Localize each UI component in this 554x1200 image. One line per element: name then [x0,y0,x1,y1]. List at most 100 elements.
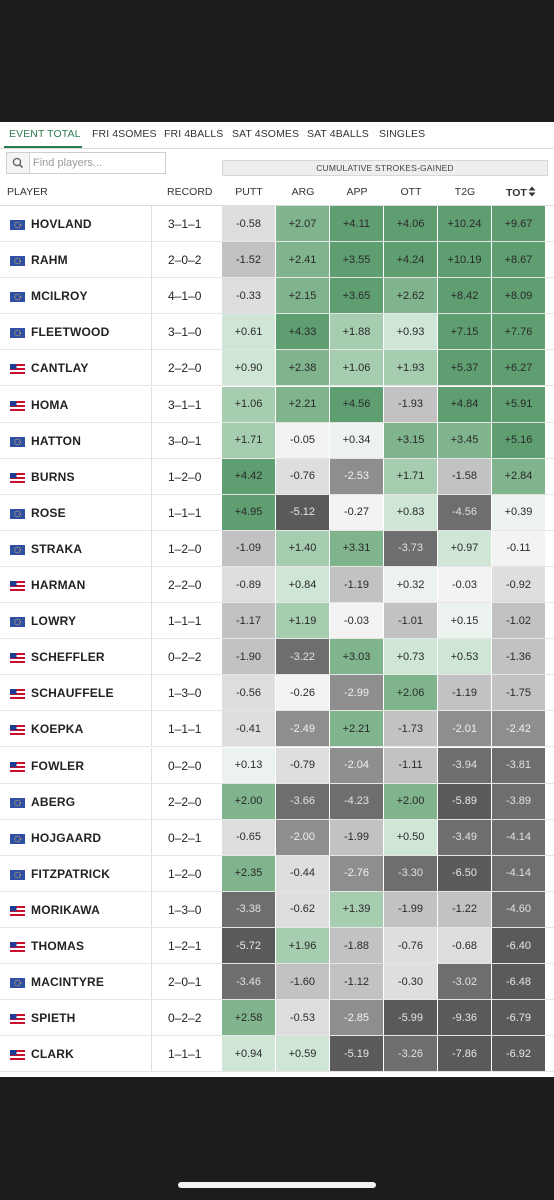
column-header-app[interactable]: APP [346,186,368,198]
putt-cell: -1.09 [222,530,276,566]
app-cell: +1.06 [330,350,384,386]
table-row[interactable]: THOMAS 1–2–1 -5.72 +1.96 -1.88 -0.76 -0.68 -6.4… [0,928,554,964]
t2g-cell: -7.86 [438,1036,492,1072]
record-divider [151,675,152,711]
app-cell: +0.34 [330,422,384,458]
table-row[interactable]: SCHAUFFELE 1–3–0 -0.56 -0.26 -2.99 +2.06 -1.19… [0,675,554,712]
column-header-t2g[interactable]: T2G [454,186,476,198]
player-name[interactable]: MCILROY [31,289,88,304]
header-divider [0,205,554,206]
player-record: 1–1–1 [168,505,202,520]
table-row[interactable]: HOVLAND 3–1–1 -0.58 +2.07 +4.11 +4.06 +10.24 +9… [0,206,554,242]
player-name[interactable]: LOWRY [31,614,77,629]
table-row[interactable]: CLARK 1–1–1 +0.94 +0.59 -5.19 -3.26 -7.86 -6.92 [0,1036,554,1073]
table-row[interactable]: HATTON 3–0–1 +1.71 -0.05 +0.34 +3.15 +3.45 +5.1… [0,422,554,459]
t2g-cell: -3.94 [438,747,492,783]
player-name[interactable]: CANTLAY [31,361,89,376]
table-row[interactable]: HOMA 3–1–1 +1.06 +2.21 +4.56 -1.93 +4.84 +5.91 [0,386,554,423]
us-flag-icon [10,364,25,375]
player-name[interactable]: SCHAUFFELE [31,686,114,701]
app-cell: +3.65 [330,278,384,314]
arg-cell: -3.66 [276,783,330,819]
t2g-cell: -0.68 [438,928,492,963]
player-name[interactable]: ABERG [31,794,76,809]
t2g-cell: -1.22 [438,891,492,927]
table-row[interactable]: HARMAN 2–2–0 -0.89 +0.84 -1.19 +0.32 -0.03 -0.9… [0,567,554,603]
player-name[interactable]: KOEPKA [31,722,84,737]
table-row[interactable]: MACINTYRE 2–0–1 -3.46 -1.60 -1.12 -0.30 -3.02-… [0,964,554,1001]
tab-sat-4balls[interactable]: SAT 4BALLS [307,128,369,140]
table-row[interactable]: CANTLAY 2–2–0 +0.90 +2.38 +1.06 +1.93 +5.37 +6.… [0,350,554,387]
player-name[interactable]: CLARK [31,1047,74,1062]
column-header-ott[interactable]: OTT [400,186,422,198]
table-row[interactable]: FLEETWOOD 3–1–0 +0.61 +4.33 +1.88 +0.93 +7.15 +… [0,314,554,351]
search-input[interactable] [33,155,161,171]
eu-flag-icon [10,833,25,844]
table-row[interactable]: MCILROY 4–1–0 -0.33 +2.15 +3.65 +2.62 +8.42 +8.… [0,278,554,315]
player-name[interactable]: HOVLAND [31,217,92,231]
record-divider [151,422,152,458]
tab-sat-4somes[interactable]: SAT 4SOMES [232,128,300,140]
player-name[interactable]: HATTON [31,433,82,448]
player-name[interactable]: FLEETWOOD [31,325,110,340]
app-cell: +3.31 [330,530,384,566]
table-row[interactable]: SCHEFFLER 0–2–2 -1.90 -3.22 +3.03 +0.73 +0.53-… [0,639,554,676]
putt-cell: +2.35 [222,855,276,891]
player-name[interactable]: THOMAS [31,939,85,953]
player-record: 3–0–1 [168,433,202,448]
ott-cell: +0.93 [384,314,438,350]
table-row[interactable]: ROSE 1–1–1 +4.95 -5.12 -0.27 +0.83 -4.56 +0.39 [0,494,554,531]
tab-singles[interactable]: SINGLES [379,128,426,140]
arg-cell: +0.84 [276,567,330,602]
column-header-arg[interactable]: ARG [291,186,315,198]
player-name[interactable]: HARMAN [31,578,86,592]
ott-cell: -1.93 [384,386,438,422]
app-cell: -1.99 [330,819,384,855]
table-row[interactable]: STRAKA 1–2–0 -1.09 +1.40 +3.31 -3.73 +0.97 -0.1… [0,530,554,567]
player-record: 4–1–0 [168,289,202,304]
column-header-putt[interactable]: PUTT [235,186,263,198]
table-row[interactable]: FOWLER 0–2–0 +0.13 -0.79 -2.04 -1.11 -3.94 -3.8… [0,747,554,784]
player-record: 2–2–0 [168,361,202,376]
putt-cell: -0.58 [222,206,276,241]
player-name[interactable]: MACINTYRE [31,975,105,990]
tot-cell: -1.36 [492,639,546,675]
tab-fri-4balls[interactable]: FRI 4BALLS [164,128,224,140]
column-header-tot[interactable]: TOT [506,186,536,199]
column-header-player[interactable]: PLAYER [7,186,48,198]
player-name[interactable]: FOWLER [31,758,85,773]
player-name[interactable]: HOJGAARD [31,830,102,845]
putt-cell: +2.00 [222,783,276,819]
player-name[interactable]: SCHEFFLER [31,650,105,665]
player-name[interactable]: FITZPATRICK [31,866,111,881]
table-row[interactable]: ABERG 2–2–0 +2.00 -3.66 -4.23 +2.00 -5.89 -3.89 [0,783,554,820]
app-cell: +3.55 [330,242,384,278]
table-row[interactable]: LOWRY 1–1–1 -1.17 +1.19 -0.03 -1.01 +0.15 -1.02 [0,603,554,640]
player-name[interactable]: ROSE [31,505,66,520]
home-indicator[interactable] [178,1182,376,1188]
ott-cell: +0.50 [384,819,438,855]
sort-icon[interactable] [528,186,536,197]
tot-cell: +9.67 [492,206,546,241]
player-name[interactable]: STRAKA [31,541,83,556]
player-name[interactable]: BURNS [31,469,75,484]
player-name[interactable]: RAHM [31,253,68,268]
us-flag-icon [10,725,25,736]
t2g-cell: -3.49 [438,819,492,855]
table-row[interactable]: MORIKAWA 1–3–0 -3.38 -0.62 +1.39 -1.99 -1.22 -4… [0,891,554,928]
putt-cell: -3.38 [222,891,276,927]
ott-cell: +3.15 [384,422,438,458]
column-header-record[interactable]: RECORD [167,186,213,198]
tab-fri-4somes[interactable]: FRI 4SOMES [92,128,157,140]
table-row[interactable]: HOJGAARD 0–2–1 -0.65 -2.00 -1.99 +0.50 -3.49 -4… [0,819,554,856]
tab-event-total[interactable]: EVENT TOTAL [9,128,81,140]
table-row[interactable]: KOEPKA 1–1–1 -0.41 -2.49 +2.21 -1.73 -2.01 -2.4… [0,711,554,748]
player-name[interactable]: HOMA [31,397,69,412]
tot-cell: +8.09 [492,278,546,314]
table-row[interactable]: RAHM 2–0–2 -1.52 +2.41 +3.55 +4.24 +10.19 +8.67 [0,242,554,279]
player-name[interactable]: MORIKAWA [31,902,100,917]
table-row[interactable]: FITZPATRICK 1–2–0 +2.35 -0.44 -2.76 -3.30 -6.5… [0,855,554,892]
table-row[interactable]: BURNS 1–2–0 +4.42 -0.76 -2.53 +1.71 -1.58 +2.84 [0,458,554,495]
player-name[interactable]: SPIETH [31,1011,76,1026]
table-row[interactable]: SPIETH 0–2–2 +2.58 -0.53 -2.85 -5.99 -9.36 -6.7… [0,1000,554,1037]
